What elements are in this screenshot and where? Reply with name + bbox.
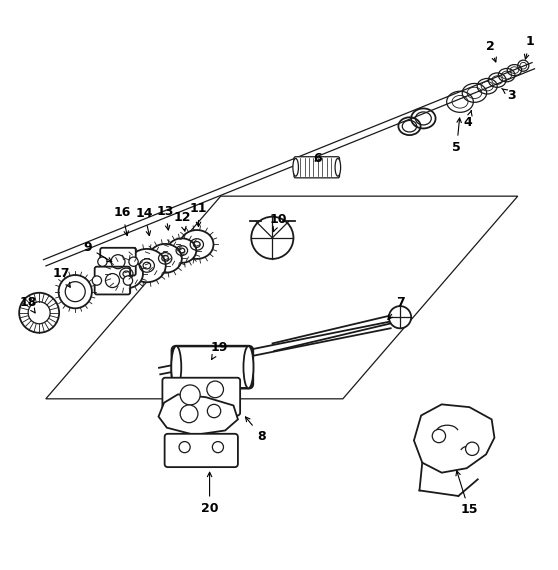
Text: 11: 11	[190, 202, 207, 226]
Circle shape	[208, 404, 221, 418]
FancyBboxPatch shape	[100, 248, 136, 275]
Text: 7: 7	[388, 296, 405, 320]
Text: 6: 6	[314, 152, 322, 165]
Circle shape	[180, 385, 200, 405]
FancyBboxPatch shape	[162, 378, 240, 416]
Text: 8: 8	[246, 417, 266, 442]
Circle shape	[432, 429, 446, 443]
Text: 16: 16	[114, 206, 131, 235]
Circle shape	[179, 442, 190, 453]
FancyBboxPatch shape	[165, 434, 238, 467]
Text: 17: 17	[52, 267, 70, 287]
Text: 5: 5	[453, 118, 461, 154]
Ellipse shape	[148, 244, 182, 273]
Text: 9: 9	[83, 241, 112, 262]
Ellipse shape	[335, 158, 340, 176]
Circle shape	[19, 293, 59, 333]
Circle shape	[123, 276, 133, 285]
Circle shape	[251, 217, 294, 259]
Circle shape	[180, 405, 198, 423]
Ellipse shape	[110, 259, 143, 288]
Text: 3: 3	[502, 88, 516, 101]
Circle shape	[389, 306, 411, 328]
Text: 13: 13	[156, 205, 174, 230]
Polygon shape	[158, 394, 238, 435]
Ellipse shape	[128, 249, 166, 282]
FancyBboxPatch shape	[172, 346, 253, 388]
Ellipse shape	[180, 230, 214, 259]
Circle shape	[213, 442, 223, 453]
Text: 19: 19	[210, 341, 228, 359]
Ellipse shape	[243, 346, 253, 388]
Text: 10: 10	[269, 213, 287, 231]
Text: 14: 14	[136, 207, 153, 235]
Ellipse shape	[171, 346, 181, 388]
Ellipse shape	[293, 158, 299, 176]
Text: 20: 20	[201, 472, 218, 515]
Text: 18: 18	[20, 296, 37, 313]
Text: 4: 4	[463, 111, 472, 129]
FancyBboxPatch shape	[294, 157, 339, 178]
Circle shape	[207, 381, 223, 398]
Circle shape	[465, 442, 479, 455]
Circle shape	[92, 276, 102, 285]
Circle shape	[59, 275, 92, 308]
Text: 15: 15	[456, 471, 478, 516]
Ellipse shape	[167, 238, 196, 263]
Circle shape	[129, 257, 138, 266]
Text: 12: 12	[173, 211, 191, 231]
Polygon shape	[414, 404, 494, 473]
Circle shape	[98, 257, 107, 266]
Text: 1: 1	[525, 35, 535, 59]
FancyBboxPatch shape	[95, 267, 130, 295]
Text: 2: 2	[485, 40, 496, 62]
